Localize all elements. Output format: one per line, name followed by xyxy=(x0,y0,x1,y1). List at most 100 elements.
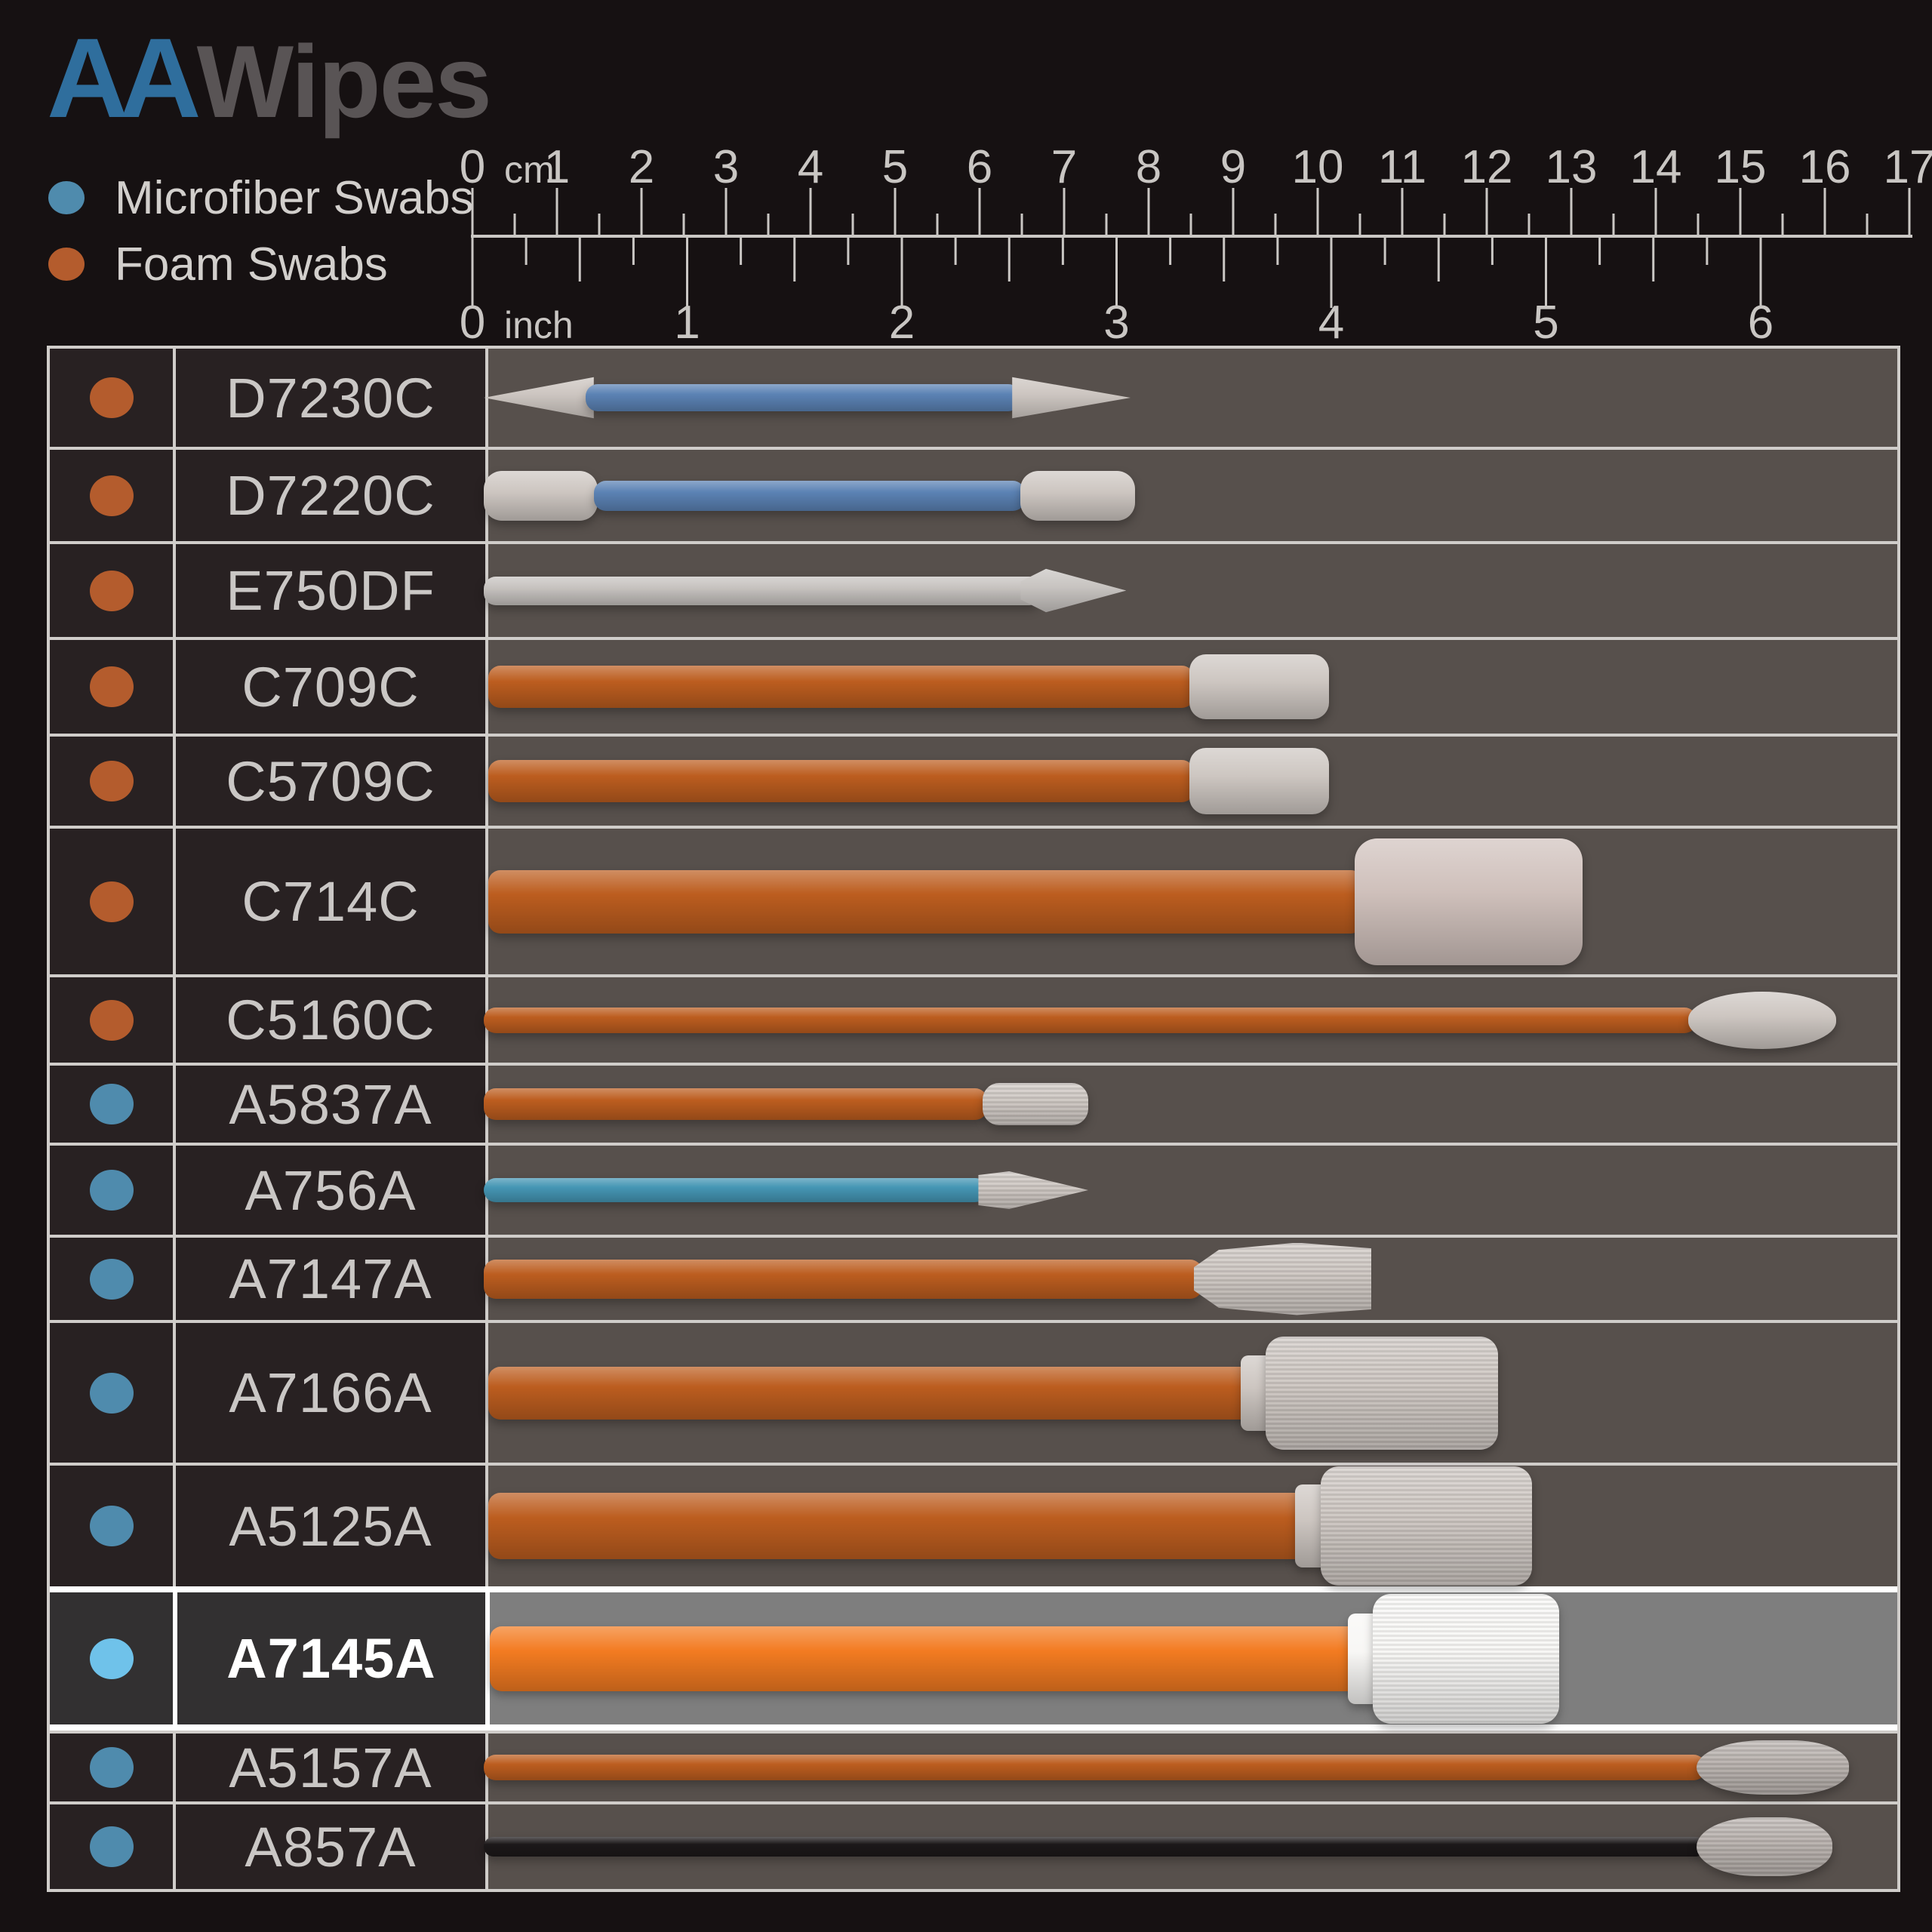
swab-type-cell xyxy=(50,1066,173,1143)
swab-type-cell xyxy=(50,1323,173,1463)
swab-shaft xyxy=(484,1837,1706,1857)
swab-shaft xyxy=(484,1007,1697,1033)
foam-dot-icon xyxy=(89,666,134,707)
swab-comparison-table: D7230C D7220C E750DF C709C C5709C C714C C5160C… xyxy=(47,346,1900,1892)
ruler-cm-label-12: 12 xyxy=(1461,141,1513,193)
model-cell: A5157A xyxy=(173,1734,485,1801)
brand-logo: AAWipes xyxy=(47,21,492,134)
table-row-A7147A: A7147A xyxy=(50,1235,1897,1320)
microfiber-dot-icon xyxy=(48,181,85,214)
swab-type-cell xyxy=(50,1592,173,1724)
foam-dot-icon xyxy=(89,475,134,516)
swab-shaft xyxy=(484,1088,987,1120)
microfiber-dot-icon xyxy=(89,1747,134,1788)
ruler-cm-unit: cm xyxy=(504,149,555,191)
microfiber-dot-icon xyxy=(89,1638,134,1679)
microfiber-dot-icon xyxy=(89,1372,134,1414)
table-row-A5157A: A5157A xyxy=(50,1730,1897,1801)
model-label-A5837A: A5837A xyxy=(229,1072,432,1136)
swab-drawing-cell xyxy=(485,1466,1897,1586)
foam-dot-icon xyxy=(89,570,134,611)
swab-drawing-cell xyxy=(484,544,1897,637)
swab-drawing-cell xyxy=(484,450,1897,541)
swab-type-cell xyxy=(50,1238,173,1320)
swab-type-cell xyxy=(50,1146,173,1235)
swab-tip xyxy=(484,470,598,521)
foam-dot-icon xyxy=(48,248,85,281)
swab-drawing-cell xyxy=(485,1323,1897,1463)
model-label-A7147A: A7147A xyxy=(229,1247,432,1310)
ruler-cm-label-8: 8 xyxy=(1136,141,1161,193)
ruler-inch-label-3: 3 xyxy=(1103,297,1129,347)
model-cell: C5160C xyxy=(173,977,485,1063)
ruler-cm-label-2: 2 xyxy=(629,141,654,193)
model-label-C714C: C714C xyxy=(242,870,420,933)
swab-tip xyxy=(1194,1242,1372,1315)
ruler-cm-label-6: 6 xyxy=(967,141,992,193)
swab-shaft xyxy=(484,576,1042,605)
ruler: 0 cm1 2 3 4 5 6 7 8 9 10 11 12 13 14 15 16 170 inch 1 2 3 4 5 6 xyxy=(460,141,1932,347)
model-cell: A7145A xyxy=(173,1592,485,1724)
model-cell: A857A xyxy=(173,1804,485,1889)
swab-shaft xyxy=(488,1366,1254,1420)
swab-shaft xyxy=(488,760,1194,802)
swab-tip xyxy=(1266,1336,1499,1450)
swab-tip xyxy=(1354,838,1583,965)
swab-type-cell xyxy=(50,544,173,637)
table-row-D7230C: D7230C xyxy=(50,349,1897,447)
swab-tip xyxy=(1020,470,1135,521)
swab-tip xyxy=(1321,1466,1532,1586)
swab-drawing-cell xyxy=(485,737,1897,826)
swab-shaft xyxy=(585,384,1021,411)
table-row-C714C: C714C xyxy=(50,826,1897,974)
brand-logo-wipes: Wipes xyxy=(196,24,492,139)
swab-tip xyxy=(1373,1593,1559,1724)
table-row-A7166A: A7166A xyxy=(50,1320,1897,1463)
model-label-A857A: A857A xyxy=(245,1815,417,1878)
swab-shaft xyxy=(484,1178,987,1202)
ruler-cm-label-16: 16 xyxy=(1799,141,1851,193)
foam-dot-icon xyxy=(89,881,134,922)
ruler-cm-label-7: 7 xyxy=(1051,141,1077,193)
microfiber-dot-icon xyxy=(89,1170,134,1211)
swab-shaft xyxy=(484,1755,1706,1780)
model-label-D7230C: D7230C xyxy=(226,366,435,429)
legend-label-microfiber: Microfiber Swabs xyxy=(115,171,474,224)
model-cell: A7166A xyxy=(173,1323,485,1463)
model-label-A7145A: A7145A xyxy=(226,1627,436,1690)
model-label-A756A: A756A xyxy=(245,1158,417,1222)
model-label-A5157A: A5157A xyxy=(229,1736,432,1799)
table-row-C709C: C709C xyxy=(50,637,1897,734)
legend-label-foam: Foam Swabs xyxy=(115,238,388,291)
table-row-C5709C: C5709C xyxy=(50,734,1897,826)
swab-shaft xyxy=(593,480,1025,511)
ruler-cm-label-10: 10 xyxy=(1292,141,1344,193)
microfiber-dot-icon xyxy=(89,1506,134,1546)
microfiber-dot-icon xyxy=(89,1826,134,1867)
ruler-inch-label-5: 5 xyxy=(1533,297,1558,347)
ruler-inch-label-4: 4 xyxy=(1318,297,1344,347)
table-row-E750DF: E750DF xyxy=(50,541,1897,637)
legend-item-microfiber: Microfiber Swabs xyxy=(39,165,473,231)
table-row-C5160C: C5160C xyxy=(50,974,1897,1063)
model-label-A5125A: A5125A xyxy=(229,1494,432,1558)
swab-drawing-cell xyxy=(484,1734,1897,1801)
microfiber-dot-icon xyxy=(89,1258,134,1300)
swab-type-cell xyxy=(50,349,173,447)
table-row-A857A: A857A xyxy=(50,1801,1897,1889)
swab-tip xyxy=(1688,991,1837,1049)
ruler-inch-unit: inch xyxy=(504,304,574,346)
microfiber-dot-icon xyxy=(89,1084,134,1124)
swab-tip xyxy=(1189,654,1330,719)
swab-tip xyxy=(983,1083,1088,1125)
swab-drawing-cell xyxy=(485,640,1897,734)
swab-drawing-cell xyxy=(484,349,1897,447)
swab-drawing-cell xyxy=(484,977,1897,1063)
table-row-A5125A: A5125A xyxy=(50,1463,1897,1586)
model-cell: D7220C xyxy=(173,450,485,541)
ruler-cm-label-13: 13 xyxy=(1546,141,1598,193)
ruler-cm-label-15: 15 xyxy=(1715,141,1767,193)
model-label-C5709C: C5709C xyxy=(226,749,435,813)
model-label-C5160C: C5160C xyxy=(226,989,435,1051)
ruler-inch-label-2: 2 xyxy=(889,297,915,347)
